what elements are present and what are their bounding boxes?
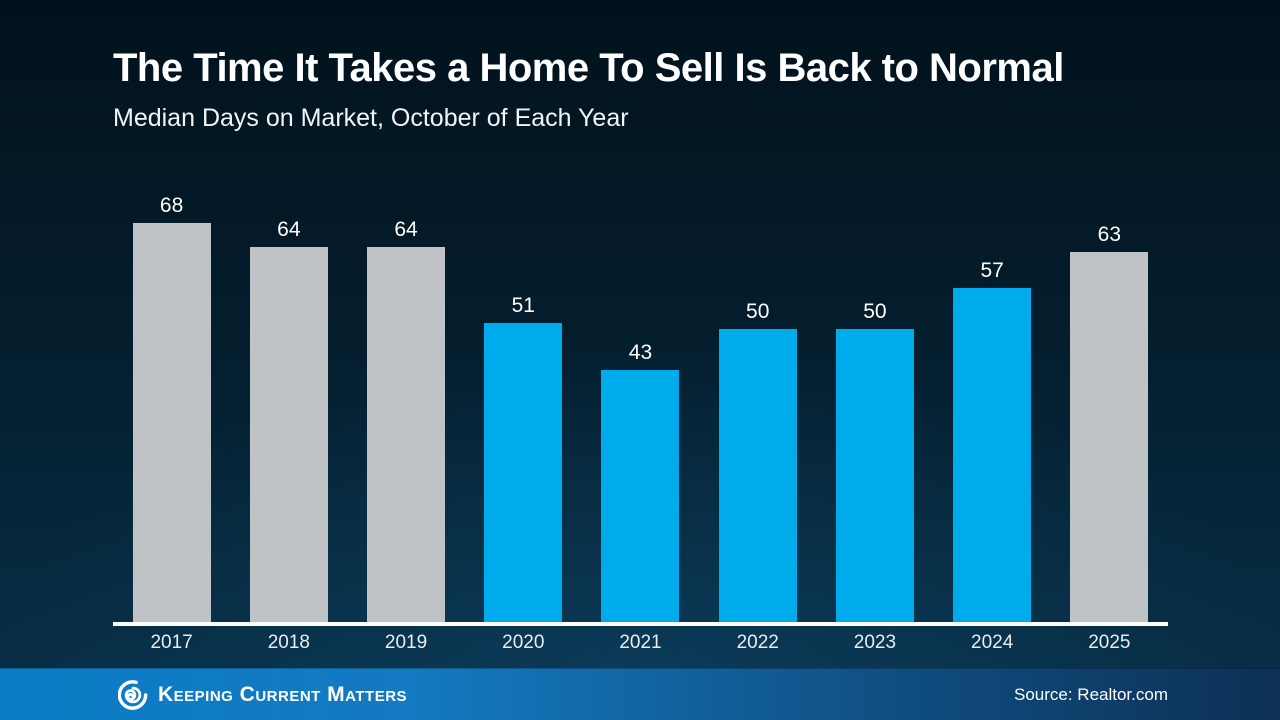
bar-slot-2021: 43 [582, 190, 699, 623]
bar-slot-2022: 50 [699, 190, 816, 623]
bar-slot-2024: 57 [934, 190, 1051, 623]
bar-2020 [484, 323, 563, 623]
x-tick-label-2024: 2024 [971, 632, 1014, 653]
x-axis-labels: 2017 2018 2019 2020 2021 2022 2023 2024 2025 [113, 632, 1168, 654]
brand-name: Keeping Current Matters [158, 682, 408, 706]
bar-value-label: 64 [394, 218, 418, 241]
x-tick-label-2017: 2017 [150, 632, 193, 653]
bar-value-label: 57 [980, 259, 1004, 282]
bar-chart: 68 64 64 51 43 50 50 57 63 [113, 190, 1168, 623]
bar-value-label: 64 [277, 218, 301, 241]
x-tick-label-2021: 2021 [619, 632, 662, 653]
bar-value-label: 50 [863, 300, 887, 323]
bar-2024 [953, 288, 1032, 623]
bar-slot-2020: 51 [465, 190, 582, 623]
bar-slot-2025: 63 [1051, 190, 1168, 623]
bar-series: 68 64 64 51 43 50 50 57 63 [113, 190, 1168, 623]
chart-subtitle: Median Days on Market, October of Each Y… [113, 104, 629, 132]
bar-2019 [367, 247, 446, 623]
kcm-spiral-logo-icon [118, 679, 148, 710]
bar-value-label: 63 [1097, 223, 1122, 246]
x-tick-label-2018: 2018 [267, 632, 310, 653]
footer-bar: Keeping Current Matters Source: Realtor.… [0, 668, 1280, 720]
bar-2018 [249, 247, 328, 623]
x-axis-line [113, 622, 1168, 626]
bar-slot-2019: 64 [347, 190, 464, 623]
brand: Keeping Current Matters [118, 679, 408, 710]
bar-slot-2018: 64 [230, 190, 347, 623]
bar-2023 [835, 329, 914, 623]
source-credit: Source: Realtor.com [1013, 684, 1168, 704]
x-tick-label-2023: 2023 [853, 632, 897, 653]
bar-slot-2023: 50 [816, 190, 933, 623]
x-tick-label-2022: 2022 [736, 632, 779, 653]
bar-2017 [132, 223, 211, 623]
chart-title: The Time It Takes a Home To Sell Is Back… [113, 46, 1064, 90]
bar-value-label: 50 [746, 300, 770, 323]
bar-value-label: 68 [159, 194, 184, 217]
bar-2025 [1070, 252, 1149, 623]
x-tick-label-2025: 2025 [1088, 632, 1131, 653]
bar-value-label: 51 [511, 294, 535, 317]
x-tick-label-2019: 2019 [384, 632, 428, 653]
bar-2022 [718, 329, 797, 623]
bar-slot-2017: 68 [113, 190, 230, 623]
bar-value-label: 43 [628, 341, 653, 364]
x-tick-label-2020: 2020 [502, 632, 545, 653]
bar-2021 [601, 370, 680, 623]
